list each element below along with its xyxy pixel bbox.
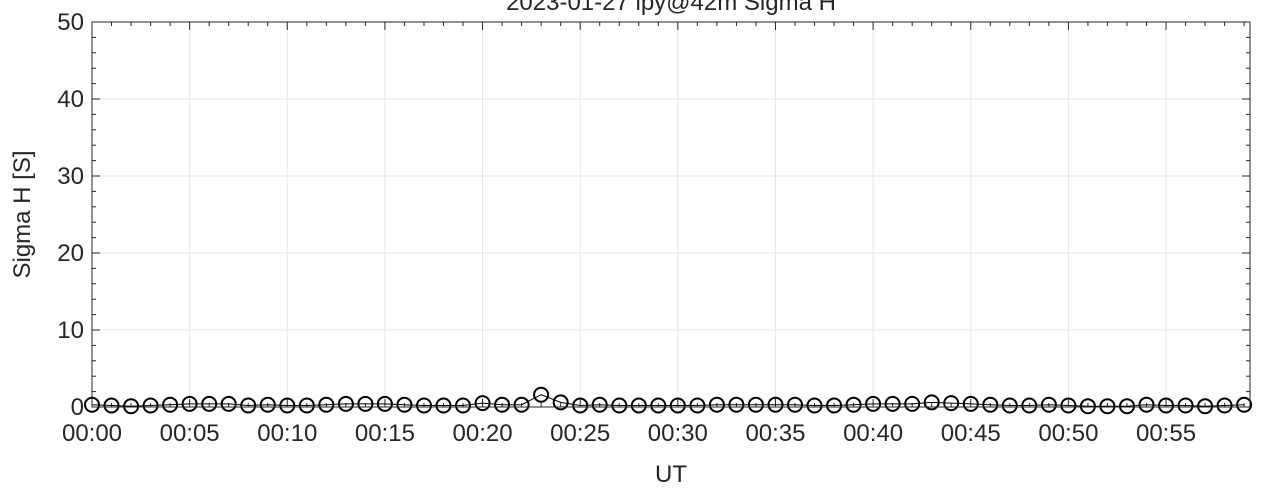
data-point — [611, 397, 628, 414]
x-tick-label: 00:25 — [550, 420, 610, 447]
x-tick-label: 00:20 — [453, 420, 513, 447]
data-point — [162, 396, 179, 413]
data-point — [904, 395, 921, 412]
x-tick-label: 00:05 — [160, 420, 220, 447]
data-point — [552, 394, 569, 411]
data-point — [220, 395, 237, 412]
data-point — [1001, 397, 1018, 414]
data-point — [455, 397, 471, 414]
data-point — [181, 395, 198, 412]
data-point — [591, 396, 608, 413]
x-tick-label: 00:50 — [1038, 420, 1098, 447]
data-point — [396, 396, 413, 413]
grid — [91, 21, 1250, 408]
data-point — [494, 396, 511, 413]
data-point — [435, 397, 452, 414]
data-point — [201, 395, 218, 412]
data-point — [1158, 397, 1174, 414]
data-point — [1079, 398, 1096, 415]
data-point — [630, 397, 647, 414]
x-axis-title: UT — [655, 461, 687, 488]
x-tick-label: 00:00 — [62, 420, 122, 447]
x-tick-label: 00:15 — [355, 420, 415, 447]
axis-ticks — [91, 21, 1250, 408]
data-point — [923, 394, 940, 411]
data-point — [1060, 397, 1077, 414]
data-point — [279, 397, 296, 414]
data-point — [572, 397, 589, 414]
x-tick-labels: 00:00 00:05 00:10 00:15 00:20 00:25 00:30 00:35… — [62, 420, 1196, 447]
x-tick-label: 00:30 — [648, 420, 708, 447]
data-point — [1119, 398, 1135, 415]
y-tick-label: 40 — [57, 86, 84, 113]
data-point — [1021, 397, 1038, 414]
data-point — [1138, 396, 1155, 413]
data-point — [884, 395, 901, 412]
data-point — [416, 397, 432, 414]
data-point — [240, 397, 257, 414]
y-tick-label: 20 — [57, 240, 84, 267]
data-point — [142, 397, 159, 414]
data-point — [826, 397, 843, 414]
x-tick-label: 00:10 — [257, 420, 317, 447]
data-point — [689, 397, 706, 414]
data-point — [1040, 396, 1057, 413]
data-point — [845, 396, 862, 413]
x-tick-label: 00:35 — [745, 420, 805, 447]
series-sigma-h — [84, 386, 1253, 415]
data-point — [1197, 398, 1214, 415]
data-point — [767, 396, 784, 413]
y-tick-label: 0 — [71, 394, 84, 421]
data-point — [298, 397, 315, 414]
data-point — [337, 395, 354, 412]
data-point — [123, 398, 140, 415]
x-tick-label: 00:55 — [1136, 420, 1196, 447]
data-point — [259, 396, 276, 413]
x-tick-label: 00:45 — [941, 420, 1001, 447]
data-point — [103, 397, 120, 414]
data-point — [376, 395, 393, 412]
data-point — [708, 396, 725, 413]
y-axis-title: Sigma H [S] — [9, 150, 36, 278]
y-tick-label: 10 — [57, 317, 84, 344]
y-tick-labels: 0 10 20 30 40 50 — [57, 9, 84, 421]
x-tick-label: 00:40 — [843, 420, 903, 447]
data-point — [1099, 398, 1116, 415]
data-point — [982, 396, 999, 413]
chart-title: 2023-01-27 lpy@42m Sigma H — [506, 0, 836, 16]
data-point — [943, 395, 960, 412]
data-point — [474, 395, 491, 412]
data-point — [728, 396, 745, 413]
data-point — [806, 397, 823, 414]
data-point — [1236, 396, 1253, 413]
data-point — [865, 395, 882, 412]
data-point — [1216, 397, 1233, 414]
data-point — [318, 396, 335, 413]
data-point — [357, 395, 374, 412]
data-point — [747, 396, 764, 413]
data-point — [513, 396, 530, 413]
data-point — [669, 397, 686, 414]
data-point — [1177, 397, 1194, 414]
series-line — [91, 394, 1245, 407]
y-tick-label: 30 — [57, 163, 84, 190]
data-point — [650, 397, 667, 414]
plot-area-frame — [91, 21, 1251, 408]
data-point — [962, 395, 979, 412]
y-tick-label: 50 — [57, 9, 84, 36]
data-point — [787, 396, 803, 413]
data-point — [533, 386, 550, 403]
